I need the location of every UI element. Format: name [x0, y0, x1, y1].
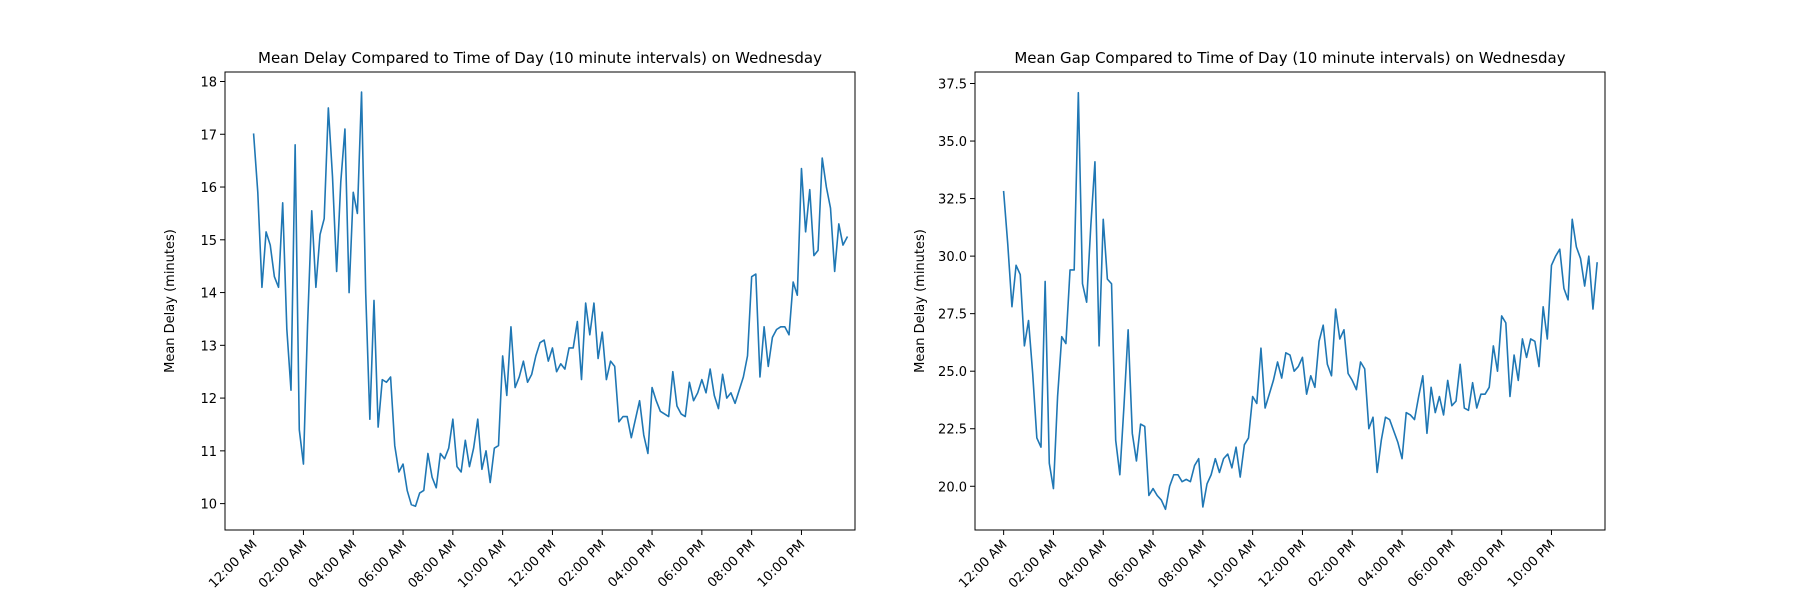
gap-series-line [1002, 91, 1598, 511]
gap-y-tick-label: 32.5 [938, 193, 967, 208]
gap-y-tick-label: 30.0 [938, 250, 967, 265]
delay-y-tick-label: 14 [200, 287, 217, 302]
delay-chart-title: Mean Delay Compared to Time of Day (10 m… [258, 49, 822, 67]
delay-y-axis-label: Mean Delay (minutes) [163, 229, 178, 373]
gap-chart-title: Mean Gap Compared to Time of Day (10 min… [1014, 49, 1565, 67]
gap-y-axis-label: Mean Delay (minutes) [913, 229, 928, 373]
delay-series-line [252, 91, 849, 508]
delay-y-tick-label: 16 [200, 181, 217, 196]
gap-y-tick-label: 25.0 [938, 365, 967, 380]
delay-y-tick-label: 17 [200, 128, 217, 143]
gap-y-tick-label: 35.0 [938, 135, 967, 150]
delay-axes-frame [224, 71, 856, 531]
gap-y-tick-label: 27.5 [938, 308, 967, 323]
gap-axes-frame [974, 71, 1606, 531]
delay-y-tick-label: 18 [200, 75, 217, 90]
gap-y-tick-label: 22.5 [938, 423, 967, 438]
delay-y-tick-label: 12 [200, 392, 217, 407]
gap-y-tick-label: 20.0 [938, 480, 967, 495]
delay-y-tick-label: 13 [200, 339, 217, 354]
gap-y-tick-label: 37.5 [938, 78, 967, 93]
delay-y-tick-label: 10 [200, 498, 217, 513]
delay-y-tick-label: 11 [200, 445, 217, 460]
delay-y-tick-label: 15 [200, 234, 217, 249]
